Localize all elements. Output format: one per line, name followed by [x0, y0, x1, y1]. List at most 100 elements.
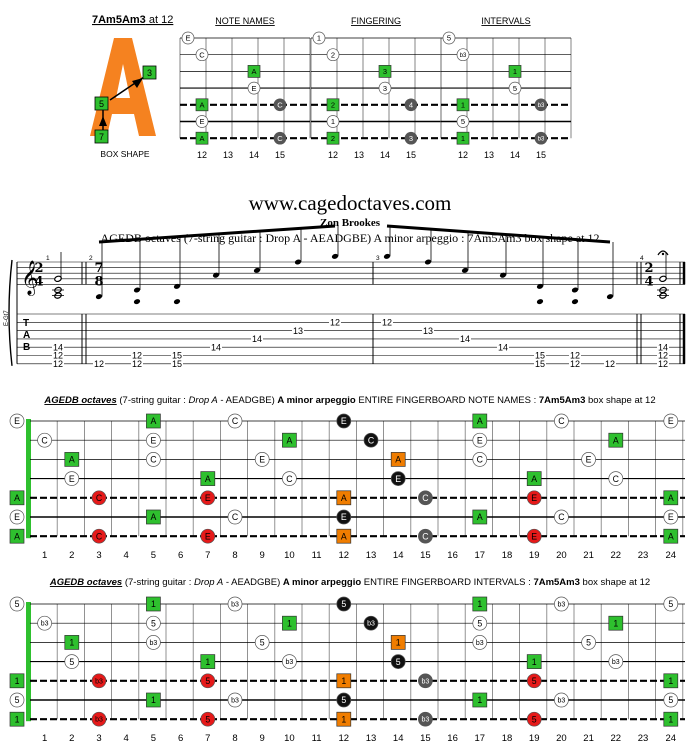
note-marker: [472, 615, 488, 631]
fingerboard-note: A: [390, 452, 406, 467]
marker-3: [142, 65, 157, 80]
note-head: [173, 299, 181, 305]
fret-number: 6: [178, 733, 183, 744]
fret-number: 1: [42, 550, 47, 561]
fret-number: 19: [529, 550, 540, 561]
panel-note: 5: [456, 115, 470, 128]
note-label: 5: [668, 695, 673, 705]
note-label: E: [199, 117, 204, 126]
note-label: A: [205, 474, 211, 484]
note-marker: [378, 81, 392, 95]
note-marker: [336, 413, 352, 429]
author: Zon Brookes: [320, 217, 381, 229]
note-label: C: [232, 512, 238, 522]
tab-number: 15: [535, 351, 545, 361]
tab-number-bg: [569, 359, 581, 368]
fingerboard-note: E: [200, 528, 216, 544]
nut: [26, 602, 31, 722]
note-marker: [247, 81, 261, 95]
note-label: 5: [205, 714, 210, 724]
fingerboard-note: C: [418, 490, 433, 506]
tab-number: 12: [132, 351, 142, 361]
note-label: E: [14, 416, 20, 426]
fingerboard-note: b3: [554, 692, 569, 708]
fret-number: 10: [284, 733, 295, 744]
note-label: 5: [341, 695, 346, 705]
fingerboard-note: b3: [146, 635, 161, 650]
note-marker: [254, 635, 270, 650]
fingerboard-note: 1: [282, 615, 297, 631]
fingerboard-note: C: [472, 452, 488, 467]
panel-note: 1: [326, 115, 340, 128]
note-marker: [9, 509, 25, 525]
note-marker: [472, 452, 488, 467]
fingerboard-note: A: [608, 432, 624, 448]
time-sig-1-bottom: 4: [34, 274, 43, 289]
fingerboard-note: C: [282, 471, 297, 486]
tab-number: 12: [330, 318, 340, 328]
fingerboard-note: C: [227, 509, 243, 525]
note-marker: [472, 509, 488, 525]
fermata-icon: [657, 250, 669, 256]
tab-number-bg: [131, 351, 143, 360]
note-marker: [608, 471, 624, 486]
fingerboard-note: 5: [472, 615, 488, 631]
note-label: 3: [409, 134, 413, 143]
panel-note: C: [273, 98, 287, 112]
tab-number-bg: [657, 343, 669, 352]
fingerboard-note: E: [526, 490, 542, 506]
fret-number: 23: [638, 550, 649, 561]
note-label: C: [477, 455, 483, 465]
note-marker: [64, 471, 80, 486]
tab-number: 12: [132, 359, 142, 369]
tab-number-bg: [459, 334, 471, 343]
note-marker: [9, 528, 25, 544]
note-label: E: [185, 34, 190, 43]
fingerboard-note: 5: [390, 654, 406, 669]
panel-note: 4: [404, 98, 418, 112]
tab-number: 15: [172, 351, 182, 361]
note-marker: [146, 692, 161, 708]
note-label: C: [96, 531, 102, 541]
tab-number: 12: [658, 351, 668, 361]
note-label: C: [422, 493, 428, 503]
panel-fret-number: 12: [197, 150, 207, 160]
note-marker: [472, 432, 488, 448]
note-label: b3: [41, 621, 49, 628]
fingerboard-note: 1: [663, 673, 679, 689]
fingerboard-note: 1: [608, 615, 624, 631]
note-marker: [247, 65, 261, 78]
note-marker: [418, 711, 433, 727]
system-brace: [8, 259, 13, 366]
note-head: [571, 299, 579, 305]
fret-number: 7: [205, 550, 210, 561]
note-marker: [554, 413, 569, 429]
fingerboard-note: 5: [200, 673, 216, 689]
tab-number: 12: [382, 318, 392, 328]
fingerboard-note: 1: [472, 596, 488, 612]
note-marker: [390, 635, 406, 650]
fingerboard-note: E: [526, 528, 542, 544]
note-label: b3: [95, 678, 103, 685]
note-label: 5: [69, 657, 74, 667]
note-marker: [581, 635, 596, 650]
fret-number: 15: [420, 733, 431, 744]
fret-number: 15: [420, 550, 431, 561]
fret-number: 4: [124, 550, 129, 561]
tab-number: 14: [211, 342, 221, 352]
fret-number: 22: [611, 550, 622, 561]
fingerboard-note: b3: [608, 654, 624, 669]
note-head: [133, 299, 141, 305]
beam: [386, 224, 611, 244]
fret-number: 1: [42, 733, 47, 744]
tab-letter: A: [23, 330, 30, 341]
panel-fret-number: 15: [275, 150, 285, 160]
panel-note: 1: [456, 131, 470, 145]
note-marker: [336, 673, 352, 689]
panel-fret-number: 14: [380, 150, 390, 160]
fingerboard-note: b3: [227, 596, 243, 612]
note-label: E: [205, 531, 211, 541]
note-marker: [91, 673, 107, 689]
note-marker: [146, 509, 161, 525]
fingerboard-note: 5: [663, 596, 679, 612]
